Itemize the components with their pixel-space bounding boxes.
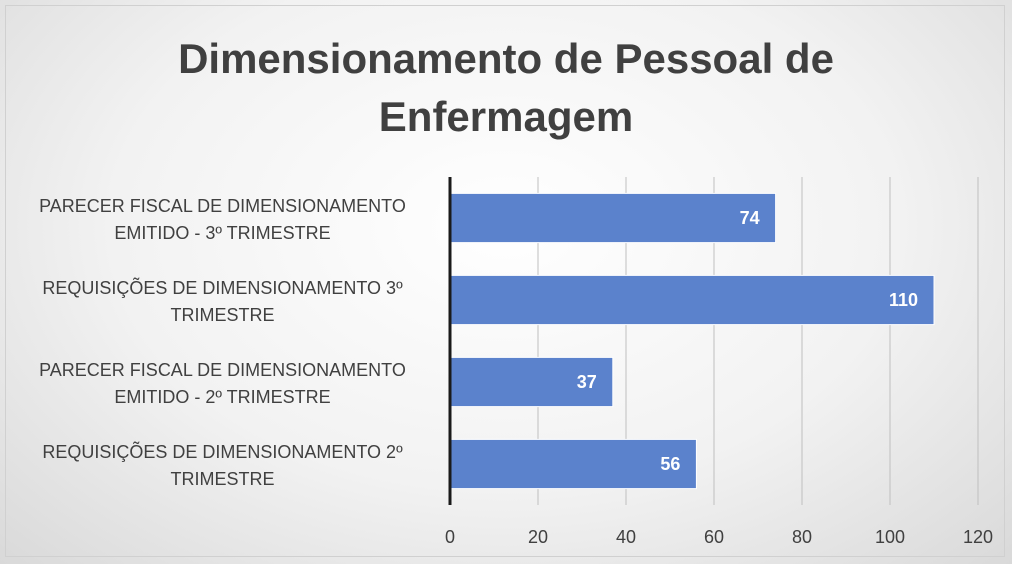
chart-title: Dimensionamento de Pessoal de Enfermagem bbox=[178, 35, 834, 140]
x-tick-label: 20 bbox=[528, 527, 548, 547]
data-label: 37 bbox=[577, 372, 597, 392]
x-tick-label: 0 bbox=[445, 527, 455, 547]
chart-frame bbox=[5, 5, 1005, 557]
y-tick-label: PARECER FISCAL DE DIMENSIONAMENTO EMITID… bbox=[39, 196, 406, 243]
y-tick-label: REQUISIÇÕES DE DIMENSIONAMENTO 3º TRIMES… bbox=[42, 278, 403, 325]
x-tick-label: 120 bbox=[963, 527, 993, 547]
x-tick-label: 100 bbox=[875, 527, 905, 547]
bar bbox=[449, 274, 935, 326]
data-label: 74 bbox=[740, 208, 760, 228]
y-tick-label: PARECER FISCAL DE DIMENSIONAMENTO EMITID… bbox=[39, 360, 406, 407]
data-label: 110 bbox=[889, 290, 918, 310]
bar bbox=[449, 192, 777, 244]
bar bbox=[449, 438, 697, 490]
bar bbox=[449, 356, 614, 408]
x-tick-label: 40 bbox=[616, 527, 636, 547]
y-tick-label: REQUISIÇÕES DE DIMENSIONAMENTO 2º TRIMES… bbox=[42, 442, 403, 489]
x-tick-label: 60 bbox=[704, 527, 724, 547]
data-label: 56 bbox=[660, 454, 680, 474]
x-tick-label: 80 bbox=[792, 527, 812, 547]
